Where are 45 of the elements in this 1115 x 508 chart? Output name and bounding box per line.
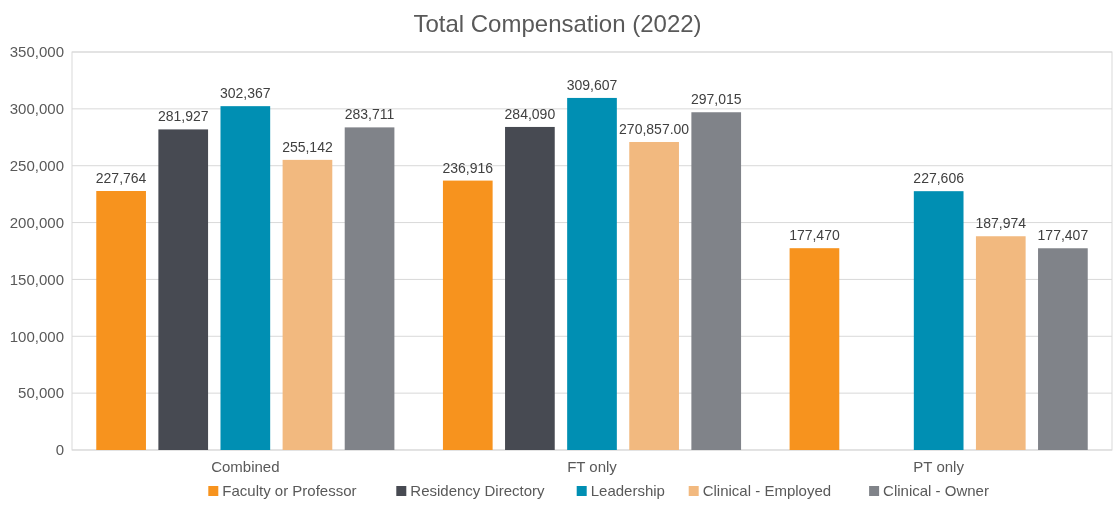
data-label: 187,974	[975, 215, 1027, 232]
legend-label: Leadership	[590, 482, 665, 499]
x-tick-label: Combined	[211, 458, 280, 475]
y-tick-label: 100,000	[9, 327, 64, 345]
legend-label: Clinical - Owner	[883, 482, 989, 499]
data-label: 281,927	[157, 108, 209, 125]
legend-label: Residency Directory	[410, 482, 546, 499]
bar	[344, 127, 395, 450]
data-label: 309,607	[566, 76, 618, 93]
y-tick-label: 150,000	[9, 270, 64, 288]
data-label: 284,090	[504, 105, 556, 122]
data-label: 236,916	[442, 159, 494, 176]
bar	[1038, 248, 1088, 450]
data-label: 270,857.00	[619, 121, 690, 137]
x-tick-label: PT only	[913, 458, 965, 475]
data-label: 177,407	[1037, 227, 1089, 244]
data-label: 227,764	[95, 170, 147, 186]
bar	[282, 159, 333, 450]
data-label: 283,711	[344, 106, 395, 123]
bar	[96, 191, 146, 450]
y-tick-label: 300,000	[9, 100, 64, 118]
bar	[158, 129, 209, 450]
y-tick-label: 0	[55, 441, 64, 459]
bar	[567, 97, 617, 450]
data-label: 227,606	[913, 170, 965, 187]
legend-label: Faculty or Professor	[222, 482, 357, 499]
bar	[629, 142, 679, 450]
bar	[975, 236, 1026, 450]
bar	[789, 248, 840, 450]
x-tick-label: FT only	[567, 458, 618, 475]
y-tick-label: 200,000	[9, 213, 64, 231]
y-tick-label: 350,000	[9, 43, 64, 61]
bar	[505, 126, 555, 450]
bar	[913, 191, 964, 450]
data-label: 255,142	[282, 138, 333, 155]
y-tick-label: 50,000	[18, 384, 64, 402]
chart-title: Total Compensation (2022)	[413, 10, 702, 37]
legend-label: Clinical - Employed	[702, 482, 832, 499]
data-label: 302,367	[220, 85, 271, 102]
y-tick-label: 250,000	[9, 156, 64, 174]
bar	[442, 180, 493, 450]
bar	[691, 112, 742, 450]
data-label: 297,015	[690, 91, 742, 108]
bar	[220, 106, 271, 450]
data-label: 177,470	[789, 227, 840, 244]
